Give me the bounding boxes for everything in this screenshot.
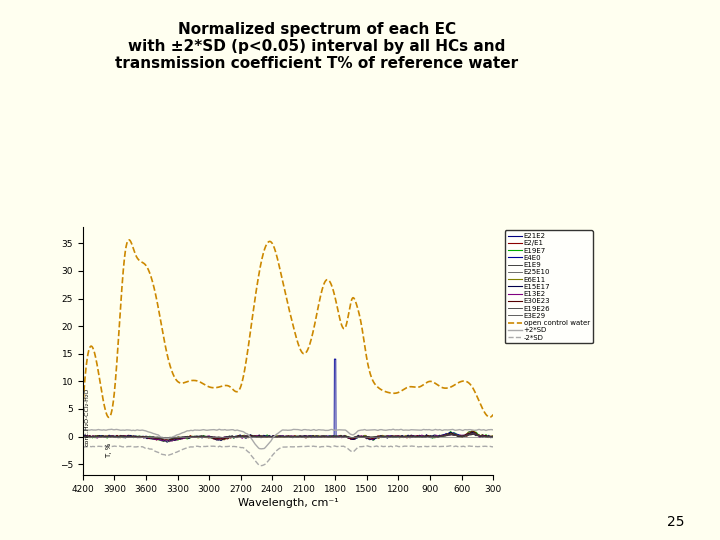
Legend: E21E2, E2/E1, E19E7, E4E0, E1E9, E25E10, E6E11, E15E17, E13E2, E30E23, E19E26, E: E21E2, E2/E1, E19E7, E4E0, E1E9, E25E10,… — [505, 230, 593, 343]
Text: Normalized spectrum of each EC
with ±2*SD (p<0.05) interval by all HCs and
trans: Normalized spectrum of each EC with ±2*S… — [115, 22, 518, 71]
X-axis label: Wavelength, cm⁻¹: Wavelength, cm⁻¹ — [238, 498, 338, 508]
Text: conc.H₂O·CCl₂·H₂O: conc.H₂O·CCl₂·H₂O — [84, 388, 89, 447]
Text: T, %: T, % — [106, 443, 112, 458]
Text: 25: 25 — [667, 515, 684, 529]
